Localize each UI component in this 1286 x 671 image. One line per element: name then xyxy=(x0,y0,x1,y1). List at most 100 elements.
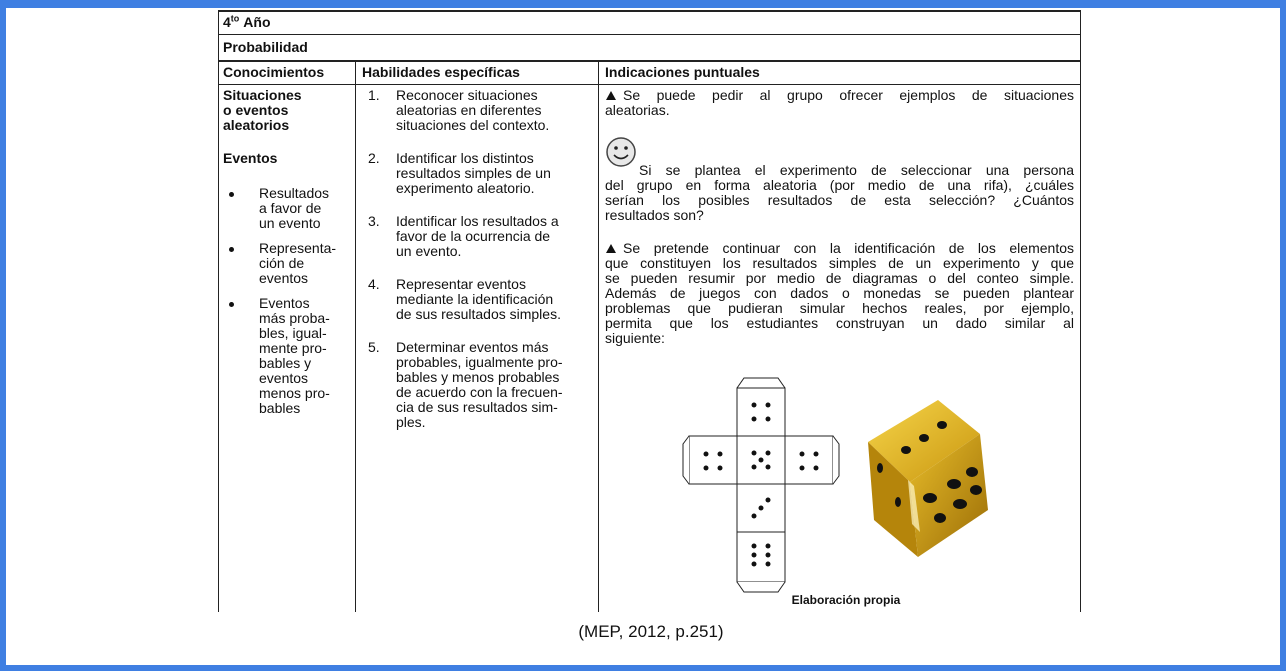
column-line xyxy=(355,60,356,612)
text-block: Se pretende continuar con la identificac… xyxy=(605,241,1074,346)
subtopic: Eventos xyxy=(223,150,278,166)
text-line: Determinar eventos más xyxy=(396,339,549,355)
item-number: 5. xyxy=(368,339,380,355)
grade-heading: 4to Año xyxy=(223,13,271,30)
text-line: Si se plantea el experimento de seleccio… xyxy=(639,162,1074,178)
text-line: Situaciones xyxy=(223,87,302,103)
paragraph: Si se plantea el experimento de seleccio… xyxy=(605,163,1074,223)
skill-item: 2. Identificar los distintos resultados si… xyxy=(362,151,592,196)
column-header: Conocimientos xyxy=(223,64,325,80)
text-block: Representa-ción de eventos xyxy=(259,241,353,286)
text-line: Reconocer situaciones xyxy=(396,87,538,103)
text-line: más proba- xyxy=(259,310,330,326)
text-line: Eventos xyxy=(259,295,310,311)
text-line: menos pro- xyxy=(259,385,330,401)
text-line: ción de xyxy=(259,255,305,271)
conocimientos: Situaciones o eventos aleatorios Eventos Res… xyxy=(223,88,353,416)
row-line xyxy=(218,84,1081,85)
bullet-item: Eventos más proba-bles, igual-mente pro-b… xyxy=(223,296,353,416)
item-number: 1. xyxy=(368,87,380,103)
section-title: Probabilidad xyxy=(223,39,308,55)
text-line: resultados simples de un xyxy=(396,165,551,181)
text-block: Identificar los distintos resultados simp… xyxy=(396,151,592,196)
bullet xyxy=(229,302,234,307)
text-line: de acuerdo con la frecuen- xyxy=(396,384,563,400)
text-line: un evento. xyxy=(396,243,462,259)
triangle-marker xyxy=(606,244,616,253)
text-line: mente pro- xyxy=(259,340,327,356)
yellow-die xyxy=(868,400,988,557)
text-line: aleatorias. xyxy=(605,102,670,118)
text-line: situaciones del contexto. xyxy=(396,117,550,133)
text-line: aleatorias en diferentes xyxy=(396,102,542,118)
text-line: aleatorios xyxy=(223,117,290,133)
bullet xyxy=(229,247,234,252)
text-line: resultados son? xyxy=(605,207,704,223)
text-line: Identificar los distintos xyxy=(396,150,534,166)
skill-item: 4. Representar eventos mediante la identif… xyxy=(362,277,592,322)
text-block: Identificar los resultados a favor de la … xyxy=(396,214,592,259)
table-border xyxy=(218,10,219,612)
text-line: siguiente: xyxy=(605,330,665,346)
table-border xyxy=(1080,10,1081,612)
text-line: bles, igual- xyxy=(259,325,327,341)
text-line: serían los posibles resultados de esta s… xyxy=(605,192,1074,208)
text-block: Determinar eventos más probables, igualme… xyxy=(396,340,592,430)
grade-suffix: to xyxy=(230,13,240,24)
caption: (MEP, 2012, p.251) xyxy=(578,622,724,641)
text-line: bables y menos probables xyxy=(396,369,560,385)
text-line: un evento xyxy=(259,215,321,231)
text-block: Representar eventos mediante la identific… xyxy=(396,277,592,322)
text-line: Se puede pedir al grupo ofrecer ejemplos… xyxy=(623,87,1074,103)
text-block: Si se plantea el experimento de seleccio… xyxy=(605,163,1074,223)
text-line: probables, igualmente pro- xyxy=(396,354,563,370)
row-line xyxy=(218,60,1081,62)
text-line: eventos xyxy=(259,370,309,386)
text-block: Eventos más proba-bles, igual-mente pro-b… xyxy=(259,296,353,416)
text-line: Identificar los resultados a xyxy=(396,213,559,229)
text-line: cia de sus resultados sim- xyxy=(396,399,558,415)
row-line xyxy=(218,34,1081,35)
bullet-item: Resultados a favor de un evento xyxy=(223,186,353,231)
text-line: eventos xyxy=(259,270,309,286)
text-line: problemas que pudieran simular hechos re… xyxy=(605,300,1074,316)
text-line: o eventos xyxy=(223,102,289,118)
bullet xyxy=(229,192,234,197)
bullet-item: Representa-ción de eventos xyxy=(223,241,353,286)
habilidades: 1. Reconocer situaciones aleatorias en dif… xyxy=(362,88,592,430)
paragraph: Se puede pedir al grupo ofrecer ejemplos… xyxy=(605,88,1074,118)
item-number: 2. xyxy=(368,150,380,166)
item-number: 4. xyxy=(368,276,380,292)
dice-net xyxy=(682,377,840,593)
text-block: Resultados a favor de un evento xyxy=(259,186,353,231)
text-block: Se puede pedir al grupo ofrecer ejemplos… xyxy=(605,88,1074,118)
smiley-icon xyxy=(606,137,636,167)
triangle-marker xyxy=(606,91,616,100)
text-line: Representar eventos xyxy=(396,276,526,292)
text-line: Además de juegos con dados o monedas se … xyxy=(605,285,1074,301)
text-line: a favor de xyxy=(259,200,322,216)
text-line: permita que los estudiantes construyan u… xyxy=(605,315,1074,331)
text-line: ples. xyxy=(396,414,426,430)
skill-item: 1. Reconocer situaciones aleatorias en dif… xyxy=(362,88,592,133)
column-header: Indicaciones puntuales xyxy=(605,64,760,80)
text-line: experimento aleatorio. xyxy=(396,180,535,196)
text-line: Representa- xyxy=(259,240,337,256)
text-line: favor de la ocurrencia de xyxy=(396,228,551,244)
column-header: Habilidades específicas xyxy=(362,64,520,80)
item-number: 3. xyxy=(368,213,380,229)
grade-word: Año xyxy=(243,14,271,30)
figure-caption: Elaboración propia xyxy=(791,593,901,607)
column-line xyxy=(598,60,599,612)
text-line: se pueden resumir por medio de diagramas… xyxy=(605,270,1074,286)
text-block: Situaciones o eventos aleatorios xyxy=(223,88,353,133)
text-line: Se pretende continuar con la identificac… xyxy=(623,240,1074,256)
text-block: Reconocer situaciones aleatorias en difer… xyxy=(396,88,592,133)
text-line: que constituyen los resultados simples d… xyxy=(605,255,1074,271)
text-line: bables y xyxy=(259,355,312,371)
text-line: mediante la identificación xyxy=(396,291,554,307)
indicaciones: Se puede pedir al grupo ofrecer ejemplos… xyxy=(605,88,1074,346)
text-line: de sus resultados simples. xyxy=(396,306,561,322)
text-line: del grupo en forma aleatoria (por medio … xyxy=(605,177,1074,193)
